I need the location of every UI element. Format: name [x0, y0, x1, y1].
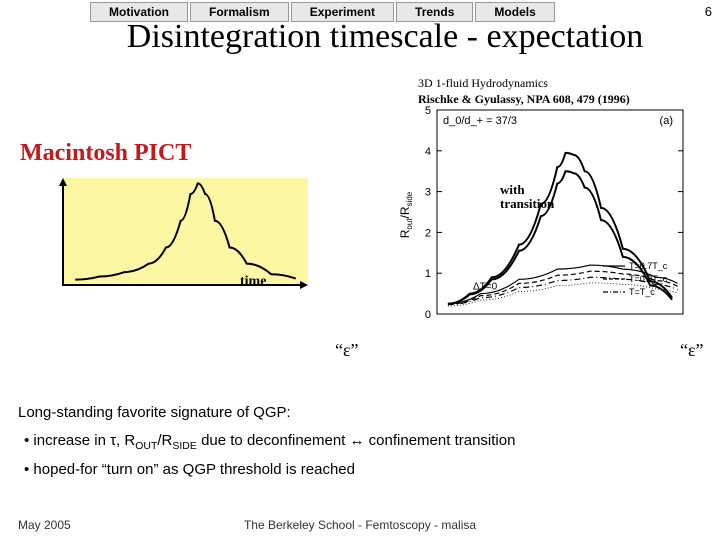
bullet-1-suffix: due to deconfinement ↔ confinement trans…	[197, 432, 516, 449]
svg-text:Rout/Rside: Rout/Rside	[398, 191, 414, 238]
epsilon-label-right: “ε”	[680, 340, 704, 361]
time-axis-label: time	[240, 274, 266, 290]
svg-text:2: 2	[425, 227, 431, 239]
bullet-2: • hoped-for “turn on” as QGP threshold i…	[24, 457, 515, 483]
svg-text:T=0.7T_c: T=0.7T_c	[629, 261, 668, 271]
bullet-1-sub1: OUT	[135, 440, 157, 452]
bullets-intro: Long-standing favorite signature of QGP:	[18, 400, 515, 426]
svg-text:4: 4	[425, 146, 431, 158]
epsilon-label-left: “ε”	[335, 340, 359, 361]
page-number: 6	[705, 4, 712, 19]
with-transition-label: with transition	[500, 183, 554, 212]
svg-text:d_0/d_+ = 37/3: d_0/d_+ = 37/3	[443, 115, 517, 127]
svg-text:3: 3	[425, 187, 431, 199]
bullet-1-sub2: SIDE	[172, 440, 197, 452]
with-transition-text: with transition	[500, 182, 554, 211]
macintosh-pict-text: Macintosh PICT	[20, 140, 191, 166]
svg-text:0: 0	[425, 309, 431, 321]
right-chart: 0 1 2 3 4 5 Rout/Rside d_0/d_+ = 37/3 (a) ΔT=0 T=0…	[395, 100, 695, 330]
bullet-1: • increase in τ, ROUT/RSIDE due to decon…	[24, 428, 515, 456]
svg-text:(a): (a)	[660, 115, 673, 127]
svg-text:T=0.9T_c: T=0.9T_c	[629, 274, 668, 284]
citation-line1: 3D 1-fluid Hydrodynamics	[418, 76, 630, 92]
svg-text:T=T_c: T=T_c	[629, 287, 655, 297]
left-panel: Macintosh PICT time	[8, 140, 368, 310]
bullets: Long-standing favorite signature of QGP:…	[18, 400, 515, 483]
svg-text:5: 5	[425, 105, 431, 117]
bullet-1-prefix: • increase in τ, R	[24, 432, 135, 449]
svg-text:1: 1	[425, 268, 431, 280]
footer: May 2005 The Berkeley School - Femtoscop…	[0, 518, 720, 532]
footer-date: May 2005	[18, 518, 71, 532]
bullet-1-mid: /R	[157, 432, 172, 449]
slide-title: Disintegration timescale - expectation	[0, 18, 720, 56]
left-chart	[38, 170, 318, 300]
svg-text:ΔT=0: ΔT=0	[473, 282, 498, 293]
footer-center: The Berkeley School - Femtoscopy - malis…	[244, 518, 476, 532]
